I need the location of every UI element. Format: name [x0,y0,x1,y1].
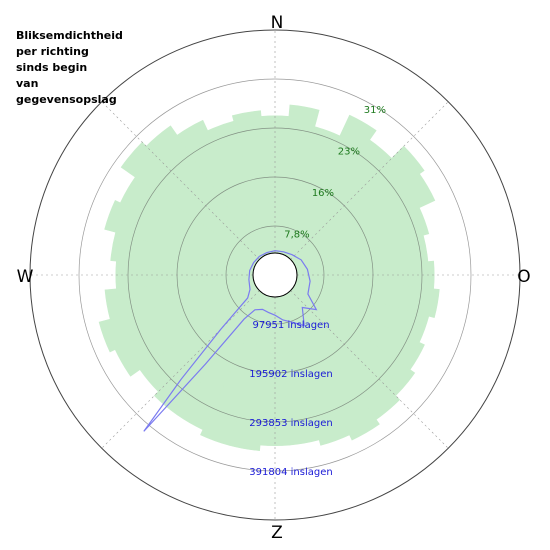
density-percent-label: 31% [364,105,386,116]
strike-count-line-layer [143,250,318,432]
density-percent-label: 16% [312,188,334,199]
density-percent-label: 23% [338,146,360,157]
grid-spoke [101,290,260,449]
strike-count-label: 195902 inslagen [249,369,332,380]
compass-east-label: O [517,267,530,287]
grid-spoke [101,101,260,260]
compass-north-label: N [271,13,284,33]
polar-grid [29,29,521,521]
compass-south-label: Z [271,523,283,543]
strike-count-label: 97951 inslagen [252,320,329,331]
chart-title: Bliksemdichtheid per richting sinds begi… [16,29,123,106]
compass-west-label: W [17,267,34,287]
density-wedge [231,110,274,255]
grid-spoke [290,290,449,449]
grid-outer-ring [29,29,521,521]
strike-count-line [143,250,318,432]
grid-ring [78,78,472,472]
center-hole [252,252,298,298]
strike-count-label: 293853 inslagen [249,418,332,429]
density-percent-label: 7,8% [284,229,309,240]
strike-count-label: 391804 inslagen [249,467,332,478]
radial-labels: 7,8% 16% 23% 31% 97951 inslagen 195902 inslag… [249,105,386,478]
grid-spoke [290,101,449,260]
